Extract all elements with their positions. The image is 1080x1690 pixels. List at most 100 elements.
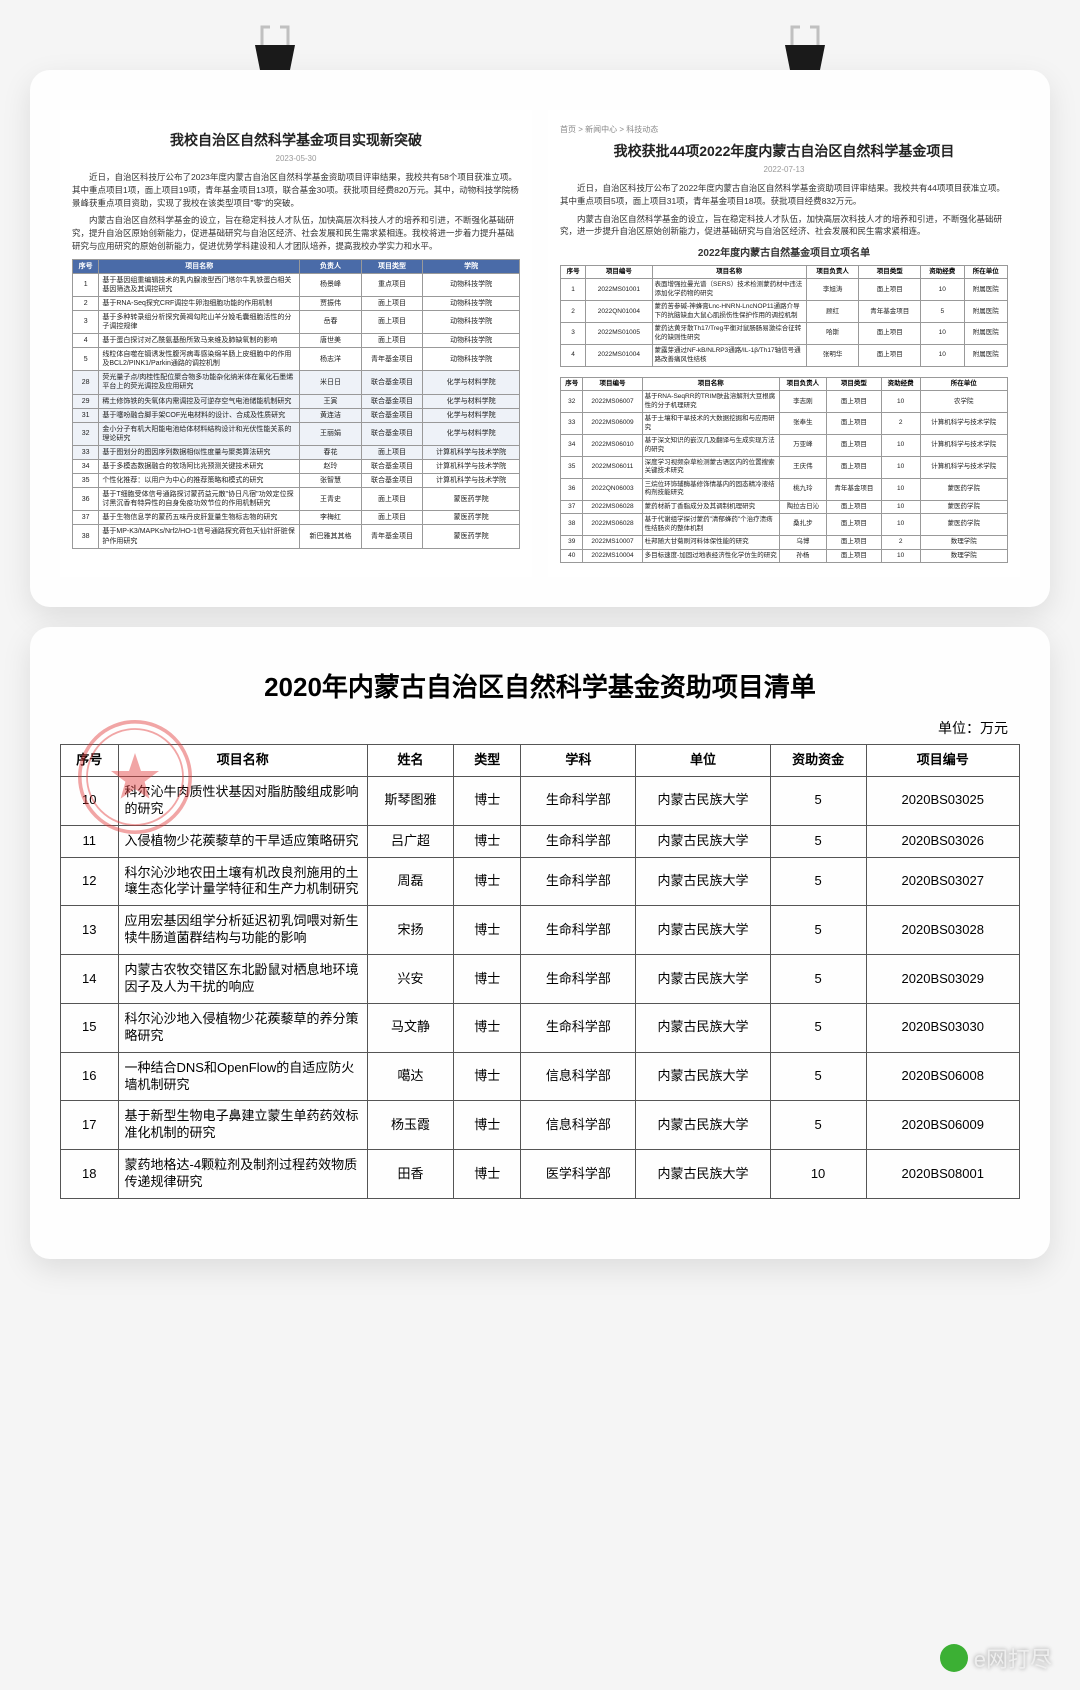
table-cell: 内蒙古民族大学 [636,1150,770,1199]
table-cell: 联合基金项目 [361,408,423,422]
table-cell: 数理学院 [920,549,1007,562]
table-cell: 新巴雅其其格 [300,525,362,548]
table-cell: 王寅 [300,394,362,408]
table-cell: 内蒙古农牧交错区东北鼢鼠对栖息地环境因子及人为干扰的响应 [118,955,367,1004]
table-cell: 内蒙古民族大学 [636,1003,770,1052]
table-cell: 生命科学部 [521,825,636,857]
table-cell: 乌博 [779,536,826,549]
table-cell: 科尔沁沙地农田土壤有机改良剂施用的土壤生态化学计量学特征和生产力机制研究 [118,857,367,906]
table-cell: 生命科学部 [521,955,636,1004]
table-cell: 内蒙古民族大学 [636,1052,770,1101]
table-cell: 桃九玲 [779,478,826,500]
table-cell: 青年基金项目 [859,301,921,323]
table-cell: 面上项目 [826,435,881,457]
top-card: 我校自治区自然科学基金项目实现新突破 2023-05-30 近日，自治区科技厅公… [30,70,1050,607]
table-cell: 青年基金项目 [826,478,881,500]
table-cell: 2022MS10004 [583,549,642,562]
table-cell: 博士 [454,1101,521,1150]
col-header: 资助经费 [881,377,920,390]
table-cell: 基于多模态数据融合的牧场阿比兆预测关键技术研究 [99,460,300,474]
table-row: 22022QN01004蒙药苦参碱-神蜂膏Lnc-HNRN-LncNOP11通路… [561,301,1008,323]
table-cell: 赵玲 [300,460,362,474]
table-cell: 生命科学部 [521,1003,636,1052]
table-cell: 面上项目 [361,334,423,348]
table-cell: 面上项目 [361,488,423,511]
table-cell: 附属医院 [964,323,1008,345]
table-cell: 斯琴图雅 [367,776,453,825]
col-header: 项目负责人 [779,377,826,390]
watermark: e网打尽 [940,1642,1052,1674]
binder-clip-right [780,25,830,85]
col-header: 资助经费 [921,266,964,279]
table-cell: 李志刚 [779,391,826,413]
table-row: 37基于生物信息学的蒙药五味丹皮肝复量生物标志物的研究李梅红面上项目蒙医药学院 [73,511,520,525]
col-header: 项目编号 [866,744,1019,776]
table-cell: 计算机科学与技术学院 [920,457,1007,479]
table-row: 15科尔沁沙地入侵植物少花蒺藜草的养分策略研究马文静博士生命科学部内蒙古民族大学… [61,1003,1020,1052]
table-cell: 3 [73,310,99,333]
table-cell: 附属医院 [964,301,1008,323]
table-cell: 29 [73,394,99,408]
table-row: 2基于RNA-Seq探究CRF调控牛卵泡细胞功能的作用机制贾振伟面上项目动物科技… [73,296,520,310]
table-cell: 2020BS03028 [866,906,1019,955]
table-cell: 2022MS06007 [583,391,642,413]
col-header: 所在单位 [920,377,1007,390]
doc-left-para1: 近日，自治区科技厅公布了2023年度内蒙古自治区自然科学基金资助项目评审结果，我… [72,171,520,209]
doc-right-table-a: 序号项目编号项目名称项目负责人项目类型资助经费所在单位 12022MS01001… [560,265,1008,367]
table-cell: 16 [61,1052,119,1101]
col-header: 单位 [636,744,770,776]
table-cell: 2020BS03027 [866,857,1019,906]
doc-right-title: 我校获批44项2022年度内蒙古自治区自然科学基金项目 [560,141,1008,161]
col-header: 项目名称 [642,377,779,390]
table-cell: 10 [921,279,964,301]
table-cell: 三烷位环饰辅酶基修饰情基内的固态精冷液结构剂技能研究 [642,478,779,500]
table-cell: 科尔沁沙地入侵植物少花蒺藜草的养分策略研究 [118,1003,367,1052]
table-cell: 33 [561,413,583,435]
table-cell: 化学与材料学院 [423,408,520,422]
table-cell: 计算机科学与技术学院 [423,445,520,459]
doc-left: 我校自治区自然科学基金项目实现新突破 2023-05-30 近日，自治区科技厅公… [60,110,532,577]
table-cell: 内蒙古民族大学 [636,955,770,1004]
table-cell: 附属医院 [964,279,1008,301]
doc-right-para2: 内蒙古自治区自然科学基金的设立，旨在稳定科技人才队伍，加快高层次科技人才的培养和… [560,213,1008,239]
table-cell: 张明华 [806,345,859,367]
table-cell: 荧光量子点/肉桂性配位聚合物多功能杂化纳米体在氟化石墨烯平台上的荧光调控及应用研… [99,371,300,394]
table-row: 14内蒙古农牧交错区东北鼢鼠对栖息地环境因子及人为干扰的响应兴安博士生命科学部内… [61,955,1020,1004]
table-row: 29稀土修饰铁的失氧体内需调控及可逆存空气电池储能机制研究王寅联合基金项目化学与… [73,394,520,408]
table-cell: 金小分子有机大阳能电池给体材料结构设计和光伏性能关系的理论研究 [99,422,300,445]
table-cell: 2020BS06008 [866,1052,1019,1101]
table-cell: 5 [770,1003,866,1052]
table-row: 382022MS06028基于代谢组学探讨蒙药"清郁蜂药"个治疗溃疡性结肠炎的整… [561,514,1008,536]
table-cell: 2022MS06011 [583,457,642,479]
table-cell: 博士 [454,1052,521,1101]
table-cell: 36 [561,478,583,500]
col-header: 项目编号 [583,377,642,390]
table-cell: 35 [73,474,99,488]
table-cell: 动物科技学院 [423,310,520,333]
table-cell: 2 [881,536,920,549]
table-cell: 2022MS01004 [586,345,652,367]
table-cell: 青年基金项目 [361,525,423,548]
table-row: 38基于MP-K3/MAPKs/Nrf2/HO-1信号通路探究荷包天仙针肝脏保护… [73,525,520,548]
col-header: 姓名 [367,744,453,776]
table-cell: 蒙药达黄牙散Th17/Treg平衡对鼠肠肠易激综合征转化的缺则性研究 [652,323,806,345]
doc-right-para1: 近日，自治区科技厅公布了2022年度内蒙古自治区自然科学基金资助项目评审结果。我… [560,182,1008,208]
table-cell: 34 [73,460,99,474]
table-cell: 田香 [367,1150,453,1199]
table-cell: 基于噻吩融合脚手架COF光电材料的设计、合成及性质研究 [99,408,300,422]
col-header: 学院 [423,259,520,273]
col-header: 资助资金 [770,744,866,776]
table-cell: 噶达 [367,1052,453,1101]
table-cell: 面上项目 [826,514,881,536]
table-cell: 10 [881,457,920,479]
table-cell: 面上项目 [361,296,423,310]
table-cell: 面上项目 [826,391,881,413]
table-cell: 应用宏基因组学分析延迟初乳饲喂对新生犊牛肠道菌群结构与功能的影响 [118,906,367,955]
table-cell: 内蒙古民族大学 [636,825,770,857]
table-cell: 内蒙古民族大学 [636,776,770,825]
table-cell: 面上项目 [826,457,881,479]
table-cell: 2022MS01005 [586,323,652,345]
table-cell: 10 [881,391,920,413]
table-cell: 陶拉古日沁 [779,500,826,513]
col-header: 项目名称 [652,266,806,279]
